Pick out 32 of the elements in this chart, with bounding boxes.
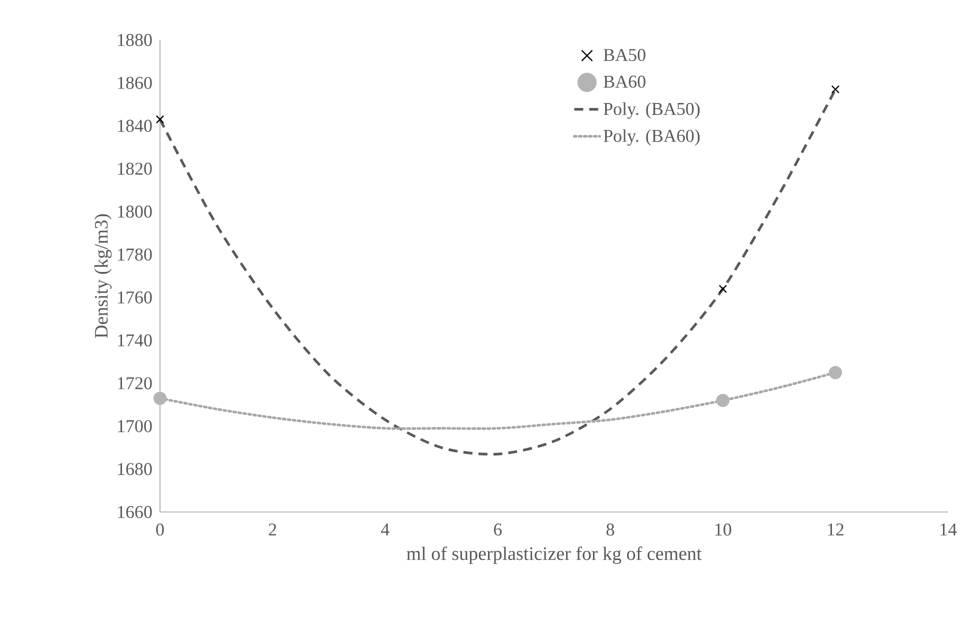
- point: [828, 366, 842, 380]
- y-tick-label: 1660: [118, 506, 152, 518]
- y-tick-label: 1740: [118, 334, 152, 346]
- y-tick-label: 1880: [118, 34, 152, 46]
- x-tick-label: 12: [828, 524, 844, 536]
- y-tick-label: 1820: [118, 162, 152, 175]
- point: [831, 85, 840, 94]
- y-tick-label: 1720: [118, 377, 152, 390]
- y-axis-title: Density (kg/m3): [94, 214, 112, 338]
- point: [153, 392, 167, 405]
- x-tick-label: 0: [156, 524, 164, 536]
- y-tick-label: 1760: [118, 291, 152, 304]
- x-axis-title: ml of superplasticizer for kg of cement: [406, 546, 702, 564]
- legend-label: BA50: [604, 48, 646, 62]
- y-tick-label: 1700: [118, 420, 152, 432]
- y-tick-label: 1680: [118, 463, 152, 476]
- x-tick-label: 6: [494, 524, 502, 536]
- y-tick-label: 1800: [118, 206, 152, 218]
- legend-label: Poly. (BA50): [604, 102, 700, 119]
- legend-label: BA60: [604, 76, 646, 88]
- legend-label: Poly. (BA60): [604, 129, 700, 146]
- point: [718, 284, 727, 294]
- point: [716, 394, 730, 408]
- x-tick-label: 4: [381, 524, 390, 536]
- point: [156, 115, 164, 124]
- x-tick-label: 8: [606, 524, 614, 536]
- y-tick-label: 1780: [118, 248, 152, 261]
- x-tick-label: 2: [268, 524, 276, 536]
- y-tick-label: 1860: [118, 76, 152, 89]
- x-tick-label: 14: [940, 524, 957, 536]
- x-tick-label: 10: [715, 524, 732, 536]
- y-tick-label: 1840: [118, 120, 152, 132]
